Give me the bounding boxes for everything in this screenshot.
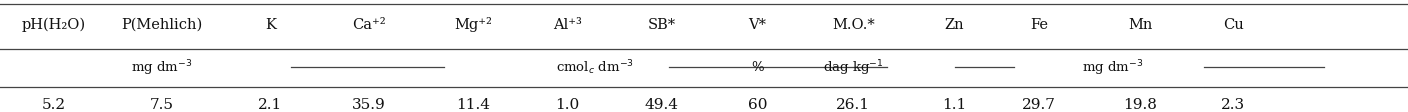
Text: P(Mehlich): P(Mehlich) [121,18,203,32]
Text: 60: 60 [748,97,767,111]
Text: 49.4: 49.4 [645,97,679,111]
Text: Mn: Mn [1128,18,1153,32]
Text: mg dm$^{-3}$: mg dm$^{-3}$ [1081,57,1143,77]
Text: Fe: Fe [1031,18,1048,32]
Text: SB*: SB* [648,18,676,32]
Text: mg dm$^{-3}$: mg dm$^{-3}$ [131,57,193,77]
Text: Zn: Zn [945,18,964,32]
Text: 2.3: 2.3 [1221,97,1246,111]
Text: 11.4: 11.4 [456,97,490,111]
Text: cmol$_c$ dm$^{-3}$: cmol$_c$ dm$^{-3}$ [556,58,634,76]
Text: Mg⁺²: Mg⁺² [455,17,491,32]
Text: 5.2: 5.2 [41,97,66,111]
Text: 2.1: 2.1 [258,97,283,111]
Text: Ca⁺²: Ca⁺² [352,18,386,32]
Text: K: K [265,18,276,32]
Text: 35.9: 35.9 [352,97,386,111]
Text: 1.0: 1.0 [555,97,580,111]
Text: M.O.*: M.O.* [832,18,874,32]
Text: 7.5: 7.5 [149,97,175,111]
Text: pH(H₂O): pH(H₂O) [21,17,86,32]
Text: V*: V* [749,18,766,32]
Text: Cu: Cu [1224,18,1243,32]
Text: 19.8: 19.8 [1124,97,1157,111]
Text: 1.1: 1.1 [942,97,967,111]
Text: 29.7: 29.7 [1022,97,1056,111]
Text: %: % [752,61,763,74]
Text: 26.1: 26.1 [836,97,870,111]
Text: dag kg$^{-1}$: dag kg$^{-1}$ [824,57,883,77]
Text: Al⁺³: Al⁺³ [553,18,582,32]
